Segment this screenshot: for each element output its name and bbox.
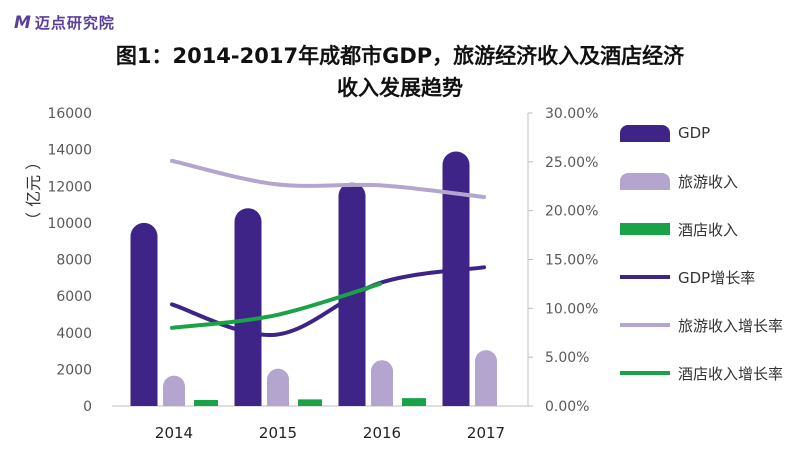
bar-hotel — [298, 399, 322, 406]
bar-tourism — [475, 350, 497, 406]
line-hotel-growth — [170, 281, 382, 330]
x-tick-label: 2016 — [363, 424, 401, 442]
logo-mark: M — [14, 12, 31, 33]
y2-tick-label: 30.00% — [545, 106, 598, 122]
bar-tourism — [371, 360, 393, 406]
bar-gdp — [234, 208, 262, 406]
legend-bar-swatch — [620, 172, 670, 190]
legend-item: GDP增长率 — [620, 264, 755, 290]
y2-tick-label: 5.00% — [545, 350, 589, 366]
y-tick-label: 0 — [83, 399, 92, 415]
bar-gdp — [130, 222, 158, 406]
legend-label: 旅游收入 — [678, 172, 739, 191]
legend-bar-swatch — [620, 124, 670, 142]
legend-bar-swatch — [620, 223, 670, 235]
y2-tick-label: 10.00% — [545, 301, 598, 317]
legend-item: 酒店收入 — [620, 216, 738, 242]
y-tick-label: 16000 — [47, 106, 92, 122]
legend-label: 酒店收入增长率 — [678, 364, 784, 383]
line-tourism-growth — [170, 158, 486, 199]
legend-label: GDP增长率 — [678, 268, 756, 287]
logo-text: 迈点研究院 — [34, 14, 115, 32]
y-tick-label: 12000 — [47, 179, 92, 195]
x-tick-label: 2017 — [467, 424, 505, 442]
bar-tourism — [163, 375, 185, 406]
brand-logo: M 迈点研究院 — [14, 12, 115, 33]
legend-item: GDP — [620, 120, 710, 146]
legend-item: 旅游收入 — [620, 168, 738, 194]
legend-label: GDP — [678, 124, 711, 142]
legend-label: 酒店收入 — [678, 220, 739, 239]
y-tick-label: 2000 — [56, 362, 92, 378]
y-tick-label: 14000 — [47, 143, 92, 159]
y-tick-label: 6000 — [56, 289, 92, 305]
bar-hotel — [402, 398, 426, 406]
chart-title-line2: 收入发展趋势 — [337, 76, 463, 100]
y-tick-label: 8000 — [56, 253, 92, 269]
y2-tick-label: 15.00% — [545, 253, 598, 269]
y-tick-label: 4000 — [56, 326, 92, 342]
bar-tourism — [267, 368, 289, 406]
chart-title-line1: 图1：2014-2017年成都市GDP，旅游经济收入及酒店经济 — [115, 44, 685, 68]
y2-tick-label: 25.00% — [545, 155, 598, 171]
chart-title: 图1：2014-2017年成都市GDP，旅游经济收入及酒店经济 收入发展趋势 — [0, 40, 800, 104]
bar-gdp — [442, 151, 470, 406]
x-tick-label: 2014 — [155, 424, 193, 442]
legend-line-swatch — [620, 323, 670, 327]
legend-item: 旅游收入增长率 — [620, 312, 783, 338]
bar-hotel — [194, 399, 218, 406]
y2-tick-label: 20.00% — [545, 204, 598, 220]
y-tick-label: 10000 — [47, 216, 92, 232]
legend-line-swatch — [620, 275, 670, 279]
y2-tick-label: 0.00% — [545, 399, 589, 415]
legend-item: 酒店收入增长率 — [620, 360, 783, 386]
legend-label: 旅游收入增长率 — [678, 316, 784, 335]
legend-line-swatch — [620, 371, 670, 375]
x-tick-label: 2015 — [259, 424, 297, 442]
